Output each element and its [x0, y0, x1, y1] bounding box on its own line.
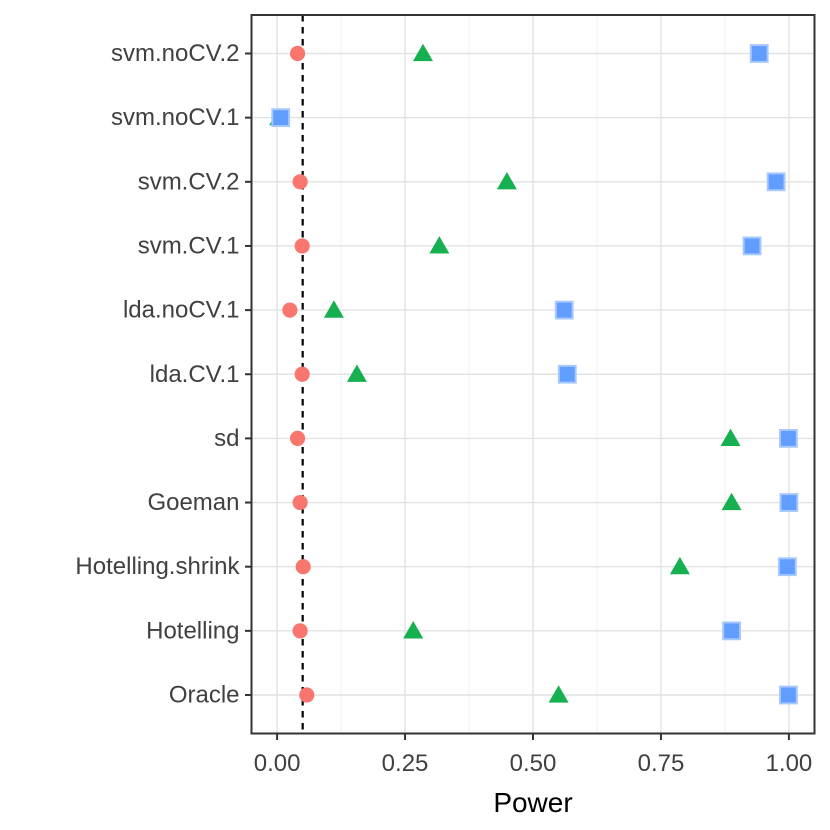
circle-marker: [294, 366, 310, 382]
y-axis-label: svm.noCV.1: [111, 104, 240, 131]
y-axis-label: svm.noCV.2: [111, 40, 240, 67]
y-axis-label: Goeman: [147, 489, 239, 516]
y-axis-label: lda.CV.1: [150, 361, 240, 388]
x-tick-label: 1.00: [766, 750, 813, 777]
circle-marker: [294, 238, 310, 254]
circle-marker: [299, 687, 315, 703]
circle-marker: [289, 45, 306, 62]
square-marker: [778, 429, 798, 448]
square-marker: [722, 621, 741, 641]
square-marker: [557, 364, 577, 384]
square-marker: [766, 172, 786, 192]
triangle-marker: [720, 428, 741, 447]
square-marker: [778, 685, 798, 705]
triangle-marker: [403, 621, 424, 639]
x-tick-label: 0.25: [382, 750, 429, 777]
x-axis-title: Power: [493, 787, 572, 818]
x-tick-label: 0.00: [254, 750, 301, 777]
triangle-marker: [346, 364, 367, 382]
square-marker: [742, 236, 762, 256]
square-marker: [554, 300, 574, 320]
y-axis-label: Hotelling.shrink: [75, 553, 240, 580]
x-tick-label: 0.75: [638, 750, 685, 777]
circle-marker: [282, 302, 298, 318]
x-tick-label: 0.50: [510, 750, 557, 777]
square-marker: [749, 44, 769, 63]
y-axis-label: svm.CV.2: [138, 168, 240, 195]
square-marker: [777, 557, 797, 577]
triangle-marker: [496, 171, 517, 190]
triangle-marker: [429, 236, 450, 254]
y-axis-label: Hotelling: [146, 617, 239, 644]
square-marker: [271, 108, 291, 128]
circle-marker: [292, 494, 308, 511]
triangle-marker: [669, 556, 690, 575]
circle-marker: [289, 430, 306, 447]
y-axis-label: svm.CV.1: [138, 232, 240, 259]
circle-marker: [292, 623, 308, 639]
triangle-marker: [548, 685, 569, 703]
square-marker: [779, 493, 799, 512]
triangle-marker: [412, 43, 433, 62]
triangle-marker: [721, 492, 742, 511]
y-axis-label: sd: [214, 425, 239, 452]
circle-marker: [295, 559, 311, 575]
y-axis-label: lda.noCV.1: [123, 297, 240, 324]
circle-marker: [292, 174, 308, 190]
triangle-marker: [323, 300, 344, 318]
y-axis-label: Oracle: [169, 682, 240, 709]
